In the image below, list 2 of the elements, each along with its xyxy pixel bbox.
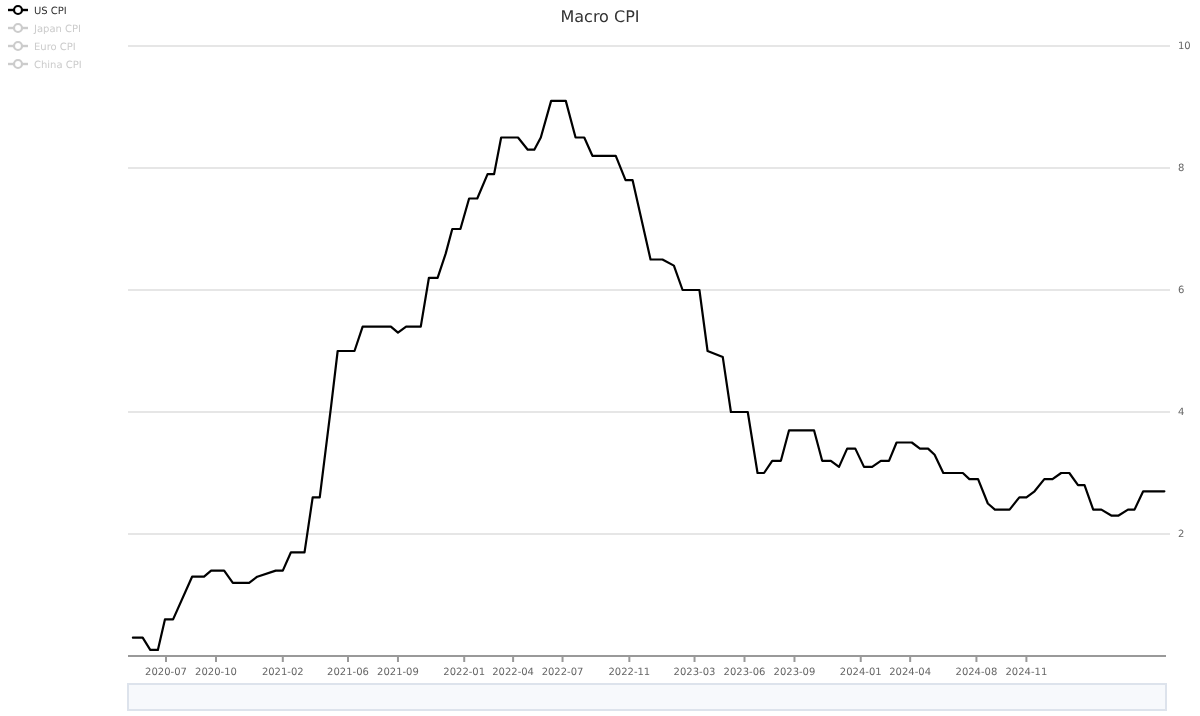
line-series xyxy=(131,99,1166,651)
chart-title: Macro CPI xyxy=(560,8,640,26)
